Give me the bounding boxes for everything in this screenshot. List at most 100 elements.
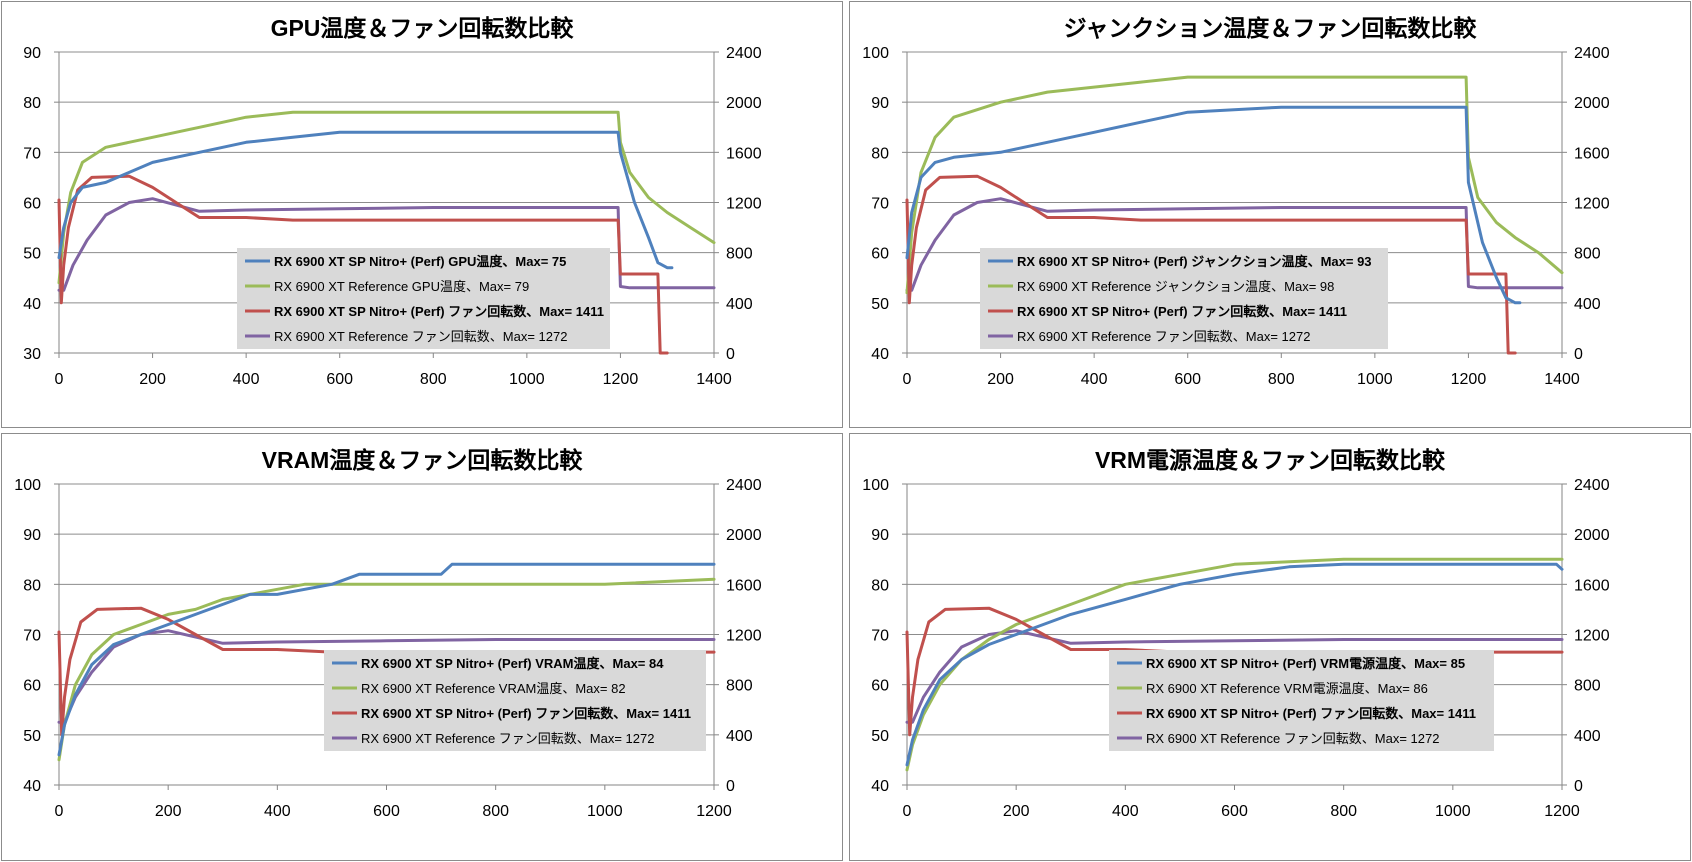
x-tick-label: 0 bbox=[55, 803, 64, 820]
x-tick-label: 1400 bbox=[1544, 371, 1580, 388]
y2-tick-label: 2000 bbox=[726, 95, 762, 112]
y2-tick-label: 400 bbox=[1574, 296, 1601, 313]
y-tick-label: 40 bbox=[871, 346, 889, 363]
x-tick-label: 1000 bbox=[509, 371, 545, 388]
x-tick-label: 200 bbox=[1003, 803, 1030, 820]
x-tick-label: 1000 bbox=[587, 803, 623, 820]
y-tick-label: 50 bbox=[871, 728, 889, 745]
legend-label: RX 6900 XT Reference ファン回転数、Max= 1272 bbox=[274, 329, 567, 344]
chart-panel-junction: ジャンクション温度＆ファン回転数比較 40 50 60 70 80 90 100 0 400 800… bbox=[849, 1, 1691, 428]
chart-panel-vram: VRAM温度＆ファン回転数比較 40 50 60 70 80 90 100 0 400 800 120… bbox=[1, 433, 843, 861]
y-tick-label: 60 bbox=[23, 196, 41, 213]
legend-label: RX 6900 XT Reference GPU温度、Max= 79 bbox=[274, 279, 529, 294]
x-tick-label: 0 bbox=[903, 371, 912, 388]
y2-tick-label: 2400 bbox=[1574, 477, 1610, 494]
y2-tick-label: 800 bbox=[726, 678, 753, 695]
series-line-3 bbox=[905, 629, 1564, 724]
chart-title: ジャンクション温度＆ファン回転数比較 bbox=[1064, 15, 1478, 41]
y2-tick-label: 1600 bbox=[726, 145, 762, 162]
series-line-0 bbox=[905, 105, 1522, 305]
y-tick-label: 50 bbox=[871, 296, 889, 313]
chart-svg: ジャンクション温度＆ファン回転数比較4050607080901000400800… bbox=[862, 15, 1610, 388]
y-tick-label: 90 bbox=[871, 95, 889, 112]
x-tick-label: 1200 bbox=[1544, 803, 1580, 820]
legend-label: RX 6900 XT SP Nitro+ (Perf) ファン回転数、Max= … bbox=[1146, 706, 1476, 721]
y-tick-label: 70 bbox=[23, 628, 41, 645]
y2-tick-label: 2000 bbox=[726, 527, 762, 544]
y2-tick-label: 2400 bbox=[1574, 45, 1610, 62]
legend-label: RX 6900 XT SP Nitro+ (Perf) GPU温度、Max= 7… bbox=[274, 254, 566, 269]
series-line-0 bbox=[905, 562, 1564, 767]
y2-tick-label: 0 bbox=[726, 346, 735, 363]
legend-label: RX 6900 XT Reference ファン回転数、Max= 1272 bbox=[1146, 731, 1439, 746]
y2-tick-label: 400 bbox=[1574, 728, 1601, 745]
y-tick-label: 80 bbox=[23, 577, 41, 594]
y-tick-label: 90 bbox=[23, 527, 41, 544]
legend-label: RX 6900 XT SP Nitro+ (Perf) ジャンクション温度、Ma… bbox=[1017, 254, 1372, 269]
x-tick-label: 400 bbox=[1112, 803, 1139, 820]
legend-box bbox=[324, 650, 706, 751]
x-tick-label: 800 bbox=[482, 803, 509, 820]
y2-tick-label: 2000 bbox=[1574, 95, 1610, 112]
y2-tick-label: 1200 bbox=[1574, 628, 1610, 645]
legend-label: RX 6900 XT Reference ジャンクション温度、Max= 98 bbox=[1017, 279, 1334, 294]
y2-tick-label: 0 bbox=[726, 778, 735, 795]
y-tick-label: 70 bbox=[871, 628, 889, 645]
y-tick-label: 80 bbox=[871, 577, 889, 594]
legend-label: RX 6900 XT Reference ファン回転数、Max= 1272 bbox=[1017, 329, 1310, 344]
y2-tick-label: 800 bbox=[1574, 246, 1601, 263]
y2-tick-label: 1200 bbox=[726, 196, 762, 213]
legend-label: RX 6900 XT SP Nitro+ (Perf) ファン回転数、Max= … bbox=[274, 304, 604, 319]
chart-title: GPU温度＆ファン回転数比較 bbox=[271, 15, 575, 41]
y-tick-label: 60 bbox=[871, 246, 889, 263]
y2-tick-label: 1600 bbox=[1574, 577, 1610, 594]
legend-label: RX 6900 XT SP Nitro+ (Perf) VRM電源温度、Max=… bbox=[1146, 656, 1465, 671]
chart-panel-gpu: GPU温度＆ファン回転数比較 30 40 50 60 70 80 90 0 400 800 1200 1… bbox=[1, 1, 843, 428]
x-tick-label: 1000 bbox=[1435, 803, 1471, 820]
chart-svg: VRM電源温度＆ファン回転数比較405060708090100040080012… bbox=[862, 447, 1610, 820]
y-tick-label: 90 bbox=[871, 527, 889, 544]
x-tick-label: 200 bbox=[155, 803, 182, 820]
x-tick-label: 200 bbox=[987, 371, 1014, 388]
y-tick-label: 70 bbox=[23, 145, 41, 162]
legend-label: RX 6900 XT SP Nitro+ (Perf) VRAM温度、Max= … bbox=[361, 656, 664, 671]
y2-tick-label: 800 bbox=[1574, 678, 1601, 695]
chart-svg: GPU温度＆ファン回転数比較 30 40 50 60 70 80 90 0 400 800 1200 1… bbox=[23, 15, 762, 388]
y-tick-label: 50 bbox=[23, 728, 41, 745]
series-line-0 bbox=[57, 562, 716, 757]
x-tick-label: 600 bbox=[326, 371, 353, 388]
y-tick-label: 100 bbox=[862, 45, 889, 62]
series-line-2 bbox=[57, 174, 669, 355]
y-tick-label: 50 bbox=[23, 246, 41, 263]
y2-tick-label: 1200 bbox=[726, 628, 762, 645]
y-tick-label: 100 bbox=[14, 477, 41, 494]
y-tick-label: 80 bbox=[871, 145, 889, 162]
chart-svg: VRAM温度＆ファン回転数比較4050607080901000400800120… bbox=[14, 447, 762, 820]
y2-tick-label: 400 bbox=[726, 728, 753, 745]
chart-title: VRAM温度＆ファン回転数比較 bbox=[262, 447, 584, 473]
x-tick-label: 1200 bbox=[603, 371, 639, 388]
x-tick-label: 400 bbox=[233, 371, 260, 388]
series-line-1 bbox=[57, 110, 716, 285]
legend-label: RX 6900 XT SP Nitro+ (Perf) ファン回転数、Max= … bbox=[1017, 304, 1347, 319]
x-tick-label: 800 bbox=[1268, 371, 1295, 388]
y2-tick-label: 0 bbox=[1574, 346, 1583, 363]
x-tick-label: 1200 bbox=[1451, 371, 1487, 388]
legend-label: RX 6900 XT SP Nitro+ (Perf) ファン回転数、Max= … bbox=[361, 706, 691, 721]
chart-title: VRM電源温度＆ファン回転数比較 bbox=[1095, 447, 1446, 473]
x-tick-label: 1000 bbox=[1357, 371, 1393, 388]
y-tick-label: 80 bbox=[23, 95, 41, 112]
x-tick-label: 0 bbox=[903, 803, 912, 820]
legend-label: RX 6900 XT Reference VRAM温度、Max= 82 bbox=[361, 681, 626, 696]
y-tick-label: 70 bbox=[871, 196, 889, 213]
x-tick-label: 0 bbox=[55, 371, 64, 388]
y-tick-label: 90 bbox=[23, 45, 41, 62]
legend-label: RX 6900 XT Reference VRM電源温度、Max= 86 bbox=[1146, 681, 1428, 696]
x-tick-label: 400 bbox=[1081, 371, 1108, 388]
x-tick-label: 600 bbox=[1221, 803, 1248, 820]
y2-tick-label: 400 bbox=[726, 296, 753, 313]
legend-box bbox=[1109, 650, 1494, 751]
legend-box bbox=[980, 248, 1388, 349]
series-line-0 bbox=[57, 130, 674, 270]
x-tick-label: 800 bbox=[420, 371, 447, 388]
